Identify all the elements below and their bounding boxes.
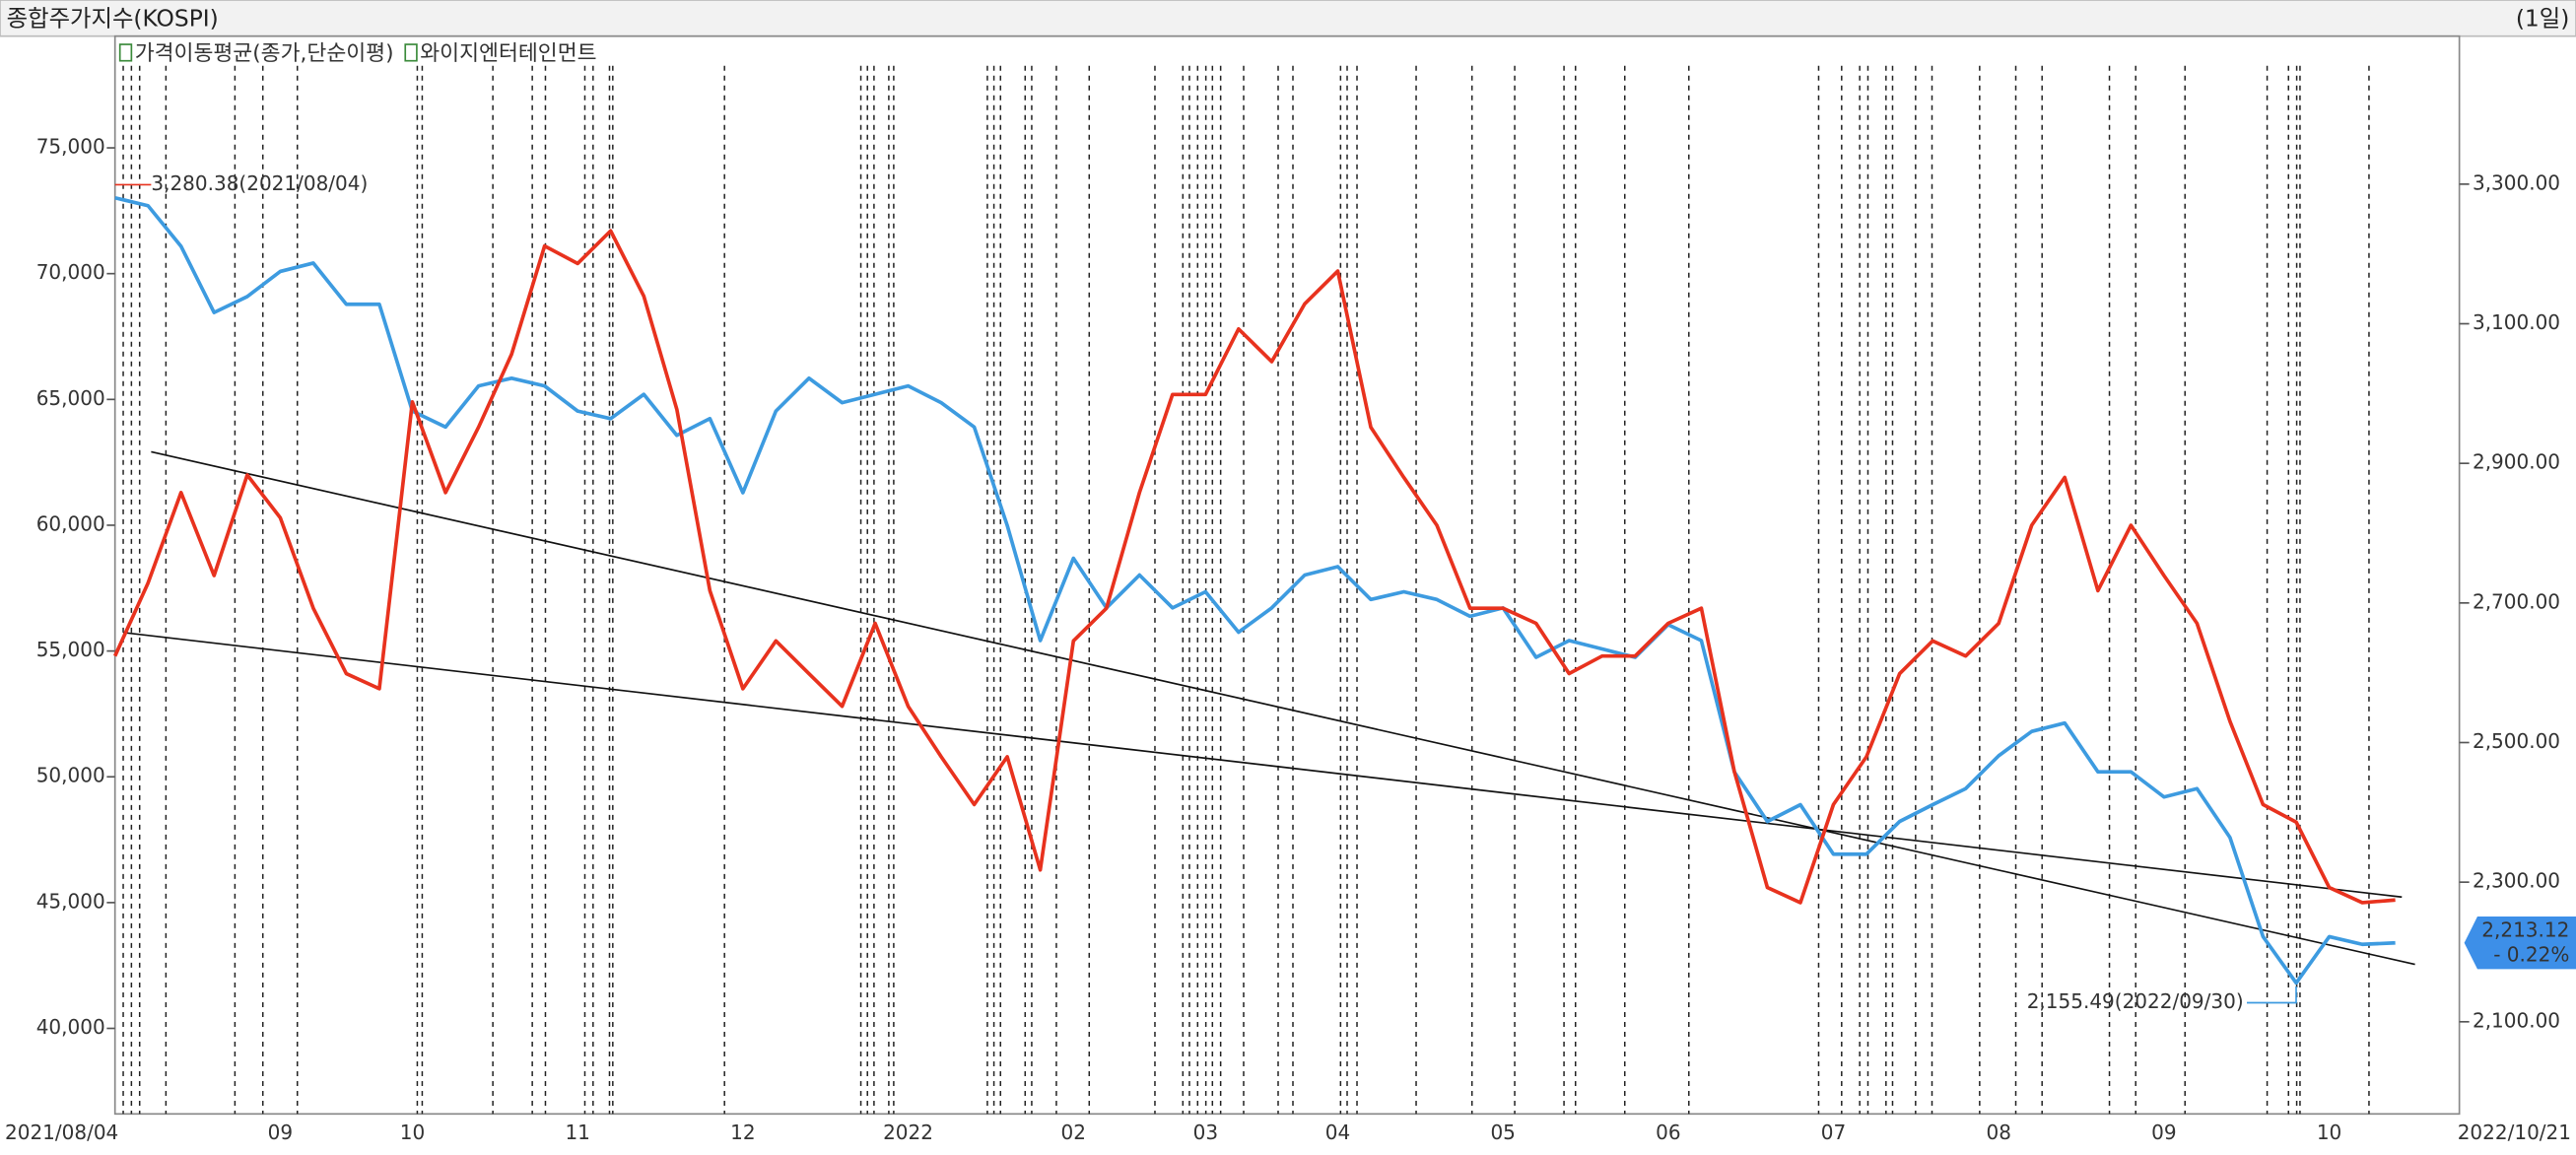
x-tick-label: 2022/10/21 [2458,1121,2571,1144]
y-tick-label: 75,000 [36,135,105,159]
x-tick-label: 09 [268,1121,293,1144]
trend-line [122,632,2403,899]
x-tick-label: 04 [1325,1121,1350,1144]
x-tick-label: 2021/08/04 [5,1121,118,1144]
chart-title: 종합주가지수(KOSPI) [7,5,219,33]
change-value: - 0.22% [2493,943,2569,967]
x-tick-label: 07 [1821,1121,1846,1144]
max-label: 3,280.38(2021/08/04) [151,171,368,195]
x-tick-label: 09 [2151,1121,2176,1144]
y-tick-label: 55,000 [36,638,105,661]
y2-tick-label: 2,900.00 [2473,450,2560,474]
y-tick-label: 60,000 [36,511,105,535]
legend-icon [404,43,418,62]
y-tick-label: 45,000 [36,889,105,913]
series-line [113,229,2396,905]
y2-tick-label: 2,700.00 [2473,589,2560,613]
x-tick-label: 02 [1060,1121,1085,1144]
y2-tick-label: 2,500.00 [2473,729,2560,753]
x-tick-label: 10 [2317,1121,2341,1144]
y2-tick-label: 2,300.00 [2473,869,2560,893]
current-value: 2,213.12 [2481,918,2569,942]
y-tick-label: 65,000 [36,386,105,410]
trend-line [151,450,2415,966]
min-marker [2247,985,2297,1004]
min-label: 2,155.49(2022/09/30) [2027,989,2244,1013]
x-tick-label: 05 [1490,1121,1515,1144]
y-tick-label: 40,000 [36,1015,105,1039]
series-line [114,195,2396,985]
header-bar [0,0,2576,37]
y-tick-label: 50,000 [36,764,105,787]
x-tick-label: 06 [1656,1121,1680,1144]
period-label: (1일) [2516,5,2570,33]
x-tick-label: 2022 [883,1121,933,1144]
legend-entry: 가격이동평균(종가,단순이평) [135,41,394,66]
y2-tick-label: 3,300.00 [2473,170,2560,194]
plot-frame [113,34,2461,1116]
y2-tick-label: 3,100.00 [2473,310,2560,334]
current-value-box [2464,917,2576,970]
legend-entry: 와이지엔터테인먼트 [420,41,596,66]
x-tick-label: 03 [1193,1121,1218,1144]
x-tick-label: 10 [400,1121,425,1144]
decorations [122,65,2370,1115]
legend-icon [118,43,133,62]
x-tick-label: 12 [730,1121,755,1144]
y-tick-label: 70,000 [36,260,105,284]
x-tick-label: 08 [1986,1121,2010,1144]
y2-tick-label: 2,100.00 [2473,1008,2560,1032]
x-tick-label: 11 [565,1121,589,1144]
